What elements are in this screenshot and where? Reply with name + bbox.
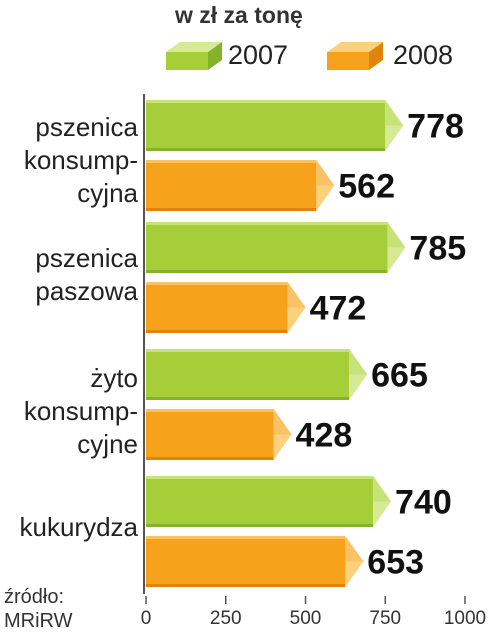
category-label-line: żyto: [90, 362, 138, 393]
bar-2007-cat0: [146, 100, 404, 151]
bar-2008-cat2: [146, 409, 292, 460]
category-label-1: pszenica paszowa: [35, 242, 138, 308]
x-tick-label-2: 500: [290, 608, 322, 629]
category-label-line: konsump-: [23, 144, 138, 175]
category-label-line: konsump-: [23, 395, 138, 426]
value-label-2008-cat2: 428: [296, 417, 353, 455]
chart-unit-title: w zł za tonę: [175, 2, 303, 28]
category-label-2: żyto konsump-cyjne: [24, 362, 138, 461]
legend-swatch-2007: [166, 42, 222, 70]
category-label-line: kukurydza: [19, 511, 139, 542]
bar-2008-cat0: [146, 160, 335, 211]
value-label-2008-cat0: 562: [338, 168, 395, 206]
legend-label-2007: 2007: [228, 40, 289, 70]
value-label-2007-cat0: 778: [407, 108, 464, 146]
category-label-0: pszenica konsump-cyjna: [24, 111, 138, 210]
bar-2007-cat2: [146, 349, 368, 400]
x-tick-label-4: 1000: [444, 608, 486, 629]
category-label-line: pszenica: [35, 111, 138, 142]
category-label-3: kukurydza: [20, 511, 139, 544]
value-label-2007-cat1: 785: [409, 230, 466, 268]
category-label-line: paszowa: [35, 276, 138, 306]
source-label: źródło:: [4, 586, 65, 608]
bar-2007-cat3: [146, 476, 392, 527]
source-name: MRiRW: [4, 610, 73, 632]
value-label-2007-cat2: 665: [371, 357, 428, 395]
source-note: źródło: MRiRW: [4, 585, 73, 633]
bar-2008-cat1: [146, 282, 306, 333]
category-label-line: cyjne: [77, 428, 138, 459]
category-label-line: cyjna: [77, 177, 138, 208]
category-label-line: pszenica: [35, 243, 138, 273]
value-label-2007-cat3: 740: [395, 484, 452, 522]
legend-swatch-2008: [327, 42, 383, 70]
value-label-2008-cat1: 472: [310, 290, 367, 328]
x-tick-label-0: 0: [141, 608, 152, 629]
x-tick-label-3: 750: [369, 608, 401, 629]
legend-label-2008: 2008: [393, 40, 454, 70]
value-label-2008-cat3: 653: [367, 544, 424, 582]
bar-2007-cat1: [146, 222, 406, 273]
x-tick-label-1: 250: [210, 608, 242, 629]
bar-2008-cat3: [146, 536, 364, 587]
